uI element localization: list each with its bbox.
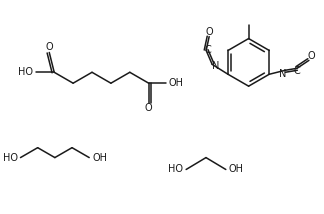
Text: O: O: [307, 51, 315, 61]
Text: HO: HO: [18, 67, 33, 77]
Text: OH: OH: [229, 165, 244, 174]
Text: N: N: [279, 69, 287, 79]
Text: O: O: [145, 103, 153, 113]
Text: O: O: [205, 27, 213, 37]
Text: C: C: [294, 66, 300, 76]
Text: C: C: [205, 45, 212, 55]
Text: HO: HO: [168, 165, 183, 174]
Text: OH: OH: [92, 153, 107, 163]
Text: HO: HO: [3, 153, 17, 163]
Text: N: N: [213, 61, 220, 71]
Text: O: O: [45, 43, 53, 52]
Text: OH: OH: [168, 78, 183, 88]
